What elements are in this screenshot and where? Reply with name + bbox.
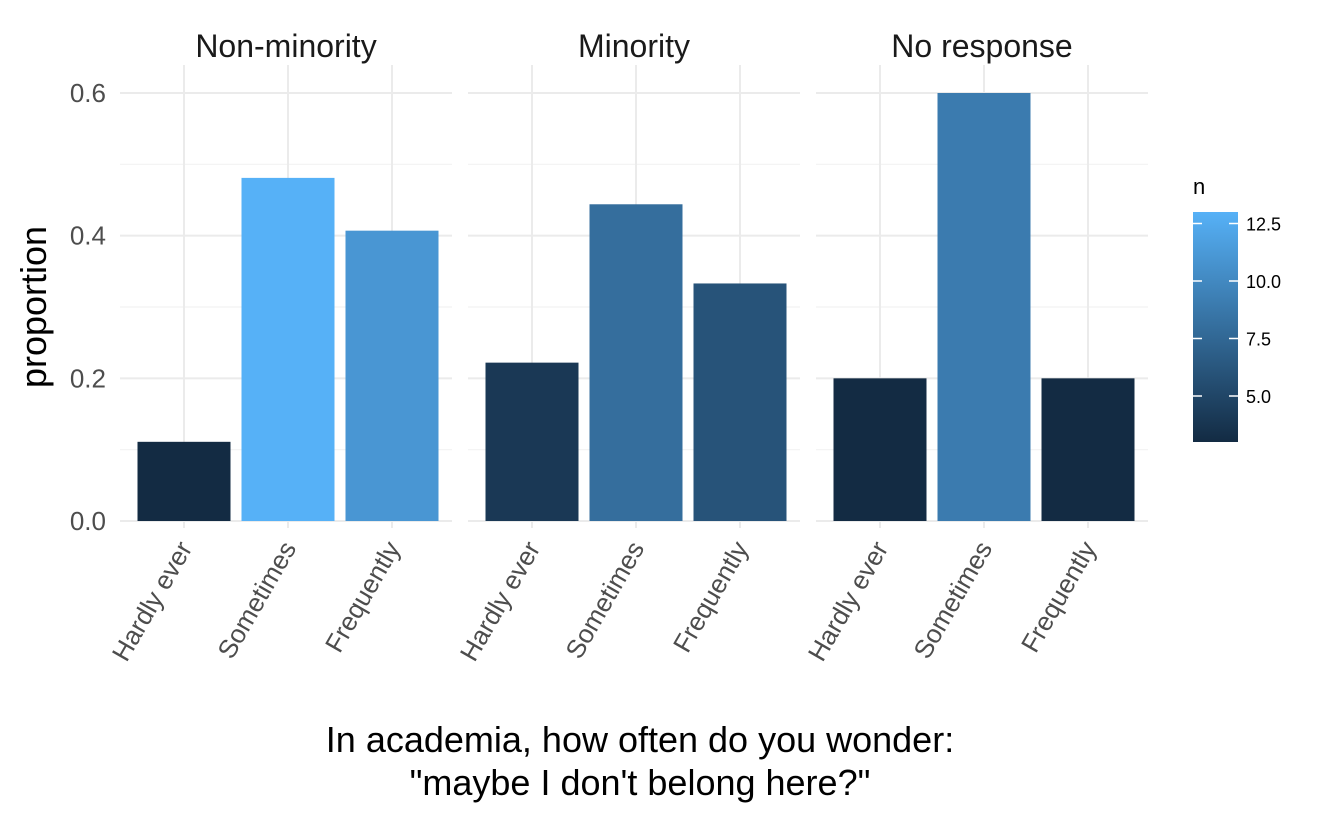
x-tick-label: Hardly ever (454, 536, 547, 666)
legend-tick-label: 5.0 (1246, 387, 1271, 407)
bar-hardly-ever (833, 378, 927, 521)
x-axis-title-line-1: In academia, how often do you wonder: (326, 719, 954, 760)
bar-frequently (693, 283, 787, 521)
panel-2: No response Hardly ever Sometimes Frequentl… (802, 28, 1148, 666)
x-tick-label: Hardly ever (106, 536, 199, 666)
x-tick-label: Frequently (319, 536, 406, 657)
panel-0: Non-minority Hardly ever Sometimes Frequent… (106, 28, 452, 666)
x-tick-label: Hardly ever (802, 536, 895, 666)
bar-hardly-ever (137, 441, 231, 521)
facet-strip-label: No response (891, 28, 1072, 64)
facet-strip-label: Minority (578, 28, 690, 64)
x-tick-label: Sometimes (907, 536, 998, 664)
bar-sometimes (937, 93, 1031, 521)
bar-frequently (345, 230, 439, 521)
bar-sometimes (241, 177, 335, 522)
x-tick-label: Frequently (667, 536, 754, 657)
y-tick-label: 0.4 (70, 221, 106, 251)
y-tick-label: 0.6 (70, 78, 106, 108)
x-tick-label: Sometimes (559, 536, 650, 664)
bar-sometimes (589, 204, 683, 521)
y-tick-label: 0.0 (70, 506, 106, 536)
x-tick-label: Frequently (1015, 536, 1102, 657)
y-axis-title: proportion (13, 226, 54, 388)
legend-ticks: 5.0 7.5 10.0 12.5 (1193, 215, 1281, 407)
legend: n 5.0 7.5 10.0 12.5 (1193, 174, 1281, 442)
y-axis: 0.0 0.2 0.4 0.6 (70, 78, 106, 536)
y-tick-label: 0.2 (70, 363, 106, 393)
facet-strip-label: Non-minority (195, 28, 376, 64)
x-tick-label: Sometimes (211, 536, 302, 664)
x-axis-title-line-2: "maybe I don't belong here?" (410, 762, 871, 803)
panel-1: Minority Hardly ever Sometimes Frequently (454, 28, 800, 666)
bar-hardly-ever (485, 362, 579, 521)
legend-colorbar (1193, 212, 1238, 442)
legend-tick-label: 12.5 (1246, 215, 1281, 235)
legend-tick-label: 7.5 (1246, 330, 1271, 350)
legend-tick-label: 10.0 (1246, 272, 1281, 292)
legend-title: n (1193, 174, 1205, 199)
bar-frequently (1041, 378, 1135, 521)
